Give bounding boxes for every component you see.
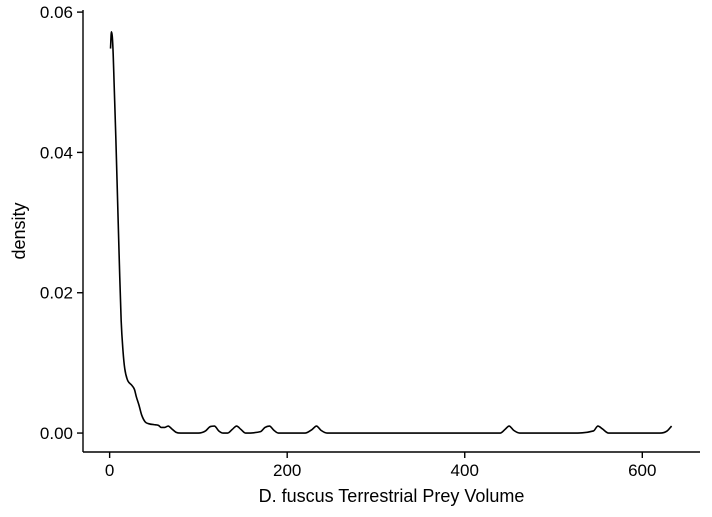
x-tick-label: 0 (105, 461, 114, 480)
y-tick-label: 0.00 (40, 424, 73, 443)
plot-area (109, 30, 673, 434)
x-tick-label: 400 (451, 461, 479, 480)
y-tick-label: 0.06 (40, 3, 73, 22)
x-tick-label: 600 (628, 461, 656, 480)
density-series-line (109, 30, 673, 434)
y-tick-label: 0.02 (40, 284, 73, 303)
x-tick-label: 200 (273, 461, 301, 480)
axes (82, 10, 700, 453)
y-axis-title: density (9, 202, 29, 259)
y-tick-label: 0.04 (40, 143, 73, 162)
x-axis-title: D. fuscus Terrestrial Prey Volume (259, 486, 525, 506)
y-axis-ticks: 0.00 0.02 0.04 0.06 (40, 3, 83, 443)
x-axis-ticks: 0 200 400 600 (105, 452, 656, 480)
